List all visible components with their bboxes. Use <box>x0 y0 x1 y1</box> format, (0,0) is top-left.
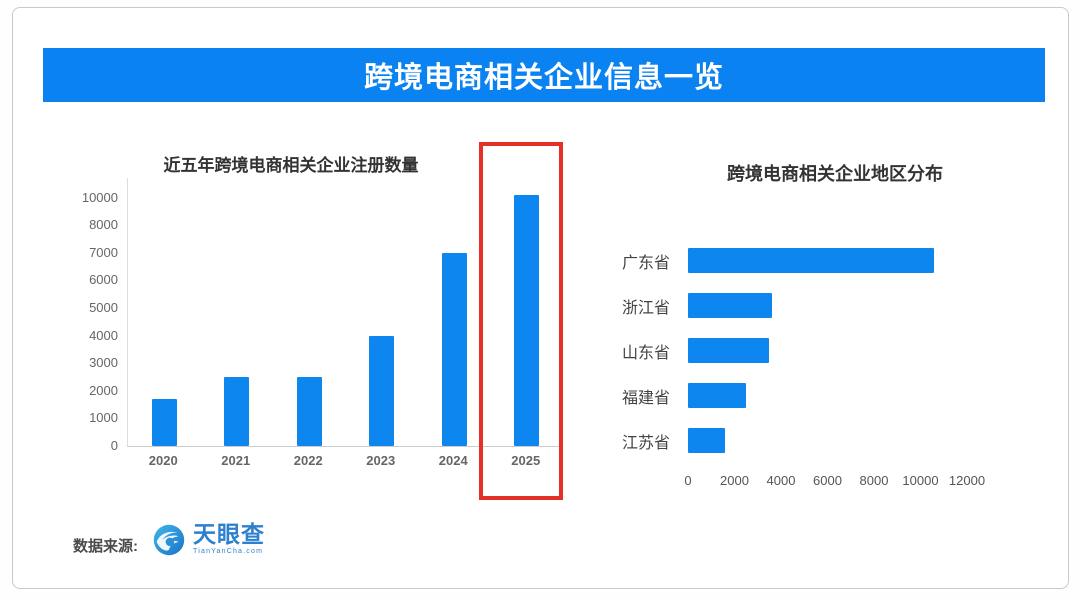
x-tick-label-2025: 2025 <box>511 453 541 468</box>
bar-slot-2023 <box>346 178 419 446</box>
region-label-山东省: 山东省 <box>622 344 671 362</box>
x-tick-label-2024: 2024 <box>438 453 468 468</box>
title-banner: 跨境电商相关企业信息一览 <box>43 48 1045 102</box>
data-source-label: 数据来源: <box>73 538 138 555</box>
region-label-广东省: 广东省 <box>622 254 671 272</box>
y-tick-label-4000: 4000 <box>89 327 118 343</box>
bar-slot-2022 <box>273 178 346 446</box>
right-chart-title: 跨境电商相关企业地区分布 <box>727 164 943 184</box>
y-tick-label-0: 0 <box>110 438 118 453</box>
right-chart-x-axis: 0 2000 4000 6000 8000 10000 12000 <box>684 473 998 489</box>
x-tick-label-4000: 4000 <box>766 473 796 488</box>
bar-2025 <box>514 195 540 446</box>
region-bar-广东省 <box>688 248 934 273</box>
bar-2021 <box>224 377 250 446</box>
x-tick-label-6000: 6000 <box>813 473 842 488</box>
bar-slot-2025 <box>491 178 564 446</box>
bar-slot-2020 <box>128 178 201 446</box>
region-bar-福建省 <box>688 383 746 408</box>
logo-subtext: TianYanCha.com <box>193 548 264 555</box>
bar-2020 <box>151 399 177 446</box>
y-tick-label-7000: 7000 <box>89 244 118 260</box>
x-tick-label-0: 0 <box>684 473 692 488</box>
logo-name: 天眼查 <box>193 521 265 547</box>
region-row-福建省: 福建省 <box>622 373 1042 418</box>
left-chart-y-axis: 0 1000 2000 3000 4000 5000 6000 7000 8000 10000 <box>60 178 118 453</box>
region-bar-山东省 <box>688 338 769 363</box>
x-tick-label-8000: 8000 <box>859 473 889 488</box>
y-tick-label-1000: 1000 <box>89 410 118 426</box>
region-row-山东省: 山东省 <box>622 328 1042 373</box>
x-tick-label-2021: 2021 <box>221 453 251 468</box>
tianyancha-logo: 天眼查 TianYanCha.com <box>150 521 265 559</box>
logo-text-block: 天眼查 TianYanCha.com <box>193 521 265 555</box>
region-label-江苏省: 江苏省 <box>622 434 671 452</box>
y-tick-label-10000: 10000 <box>81 189 118 205</box>
bar-2023 <box>369 336 395 446</box>
region-bar-浙江省 <box>688 293 772 318</box>
page-frame <box>12 7 1069 589</box>
bar-slot-2021 <box>201 178 274 446</box>
region-row-广东省: 广东省 <box>622 238 1042 283</box>
y-tick-label-2000: 2000 <box>89 382 118 398</box>
registrations-plot <box>127 178 563 447</box>
region-rows: 广东省浙江省山东省福建省江苏省 <box>622 238 1042 463</box>
bar-2024 <box>441 253 467 446</box>
y-tick-label-5000: 5000 <box>89 300 118 315</box>
x-tick-label-2023: 2023 <box>366 453 396 468</box>
region-label-浙江省: 浙江省 <box>622 299 671 317</box>
x-tick-label-10000: 10000 <box>902 473 939 488</box>
x-tick-label-2022: 2022 <box>293 453 323 468</box>
y-tick-label-8000: 8000 <box>89 217 118 233</box>
x-tick-label-2020: 2020 <box>148 453 178 468</box>
region-row-江苏省: 江苏省 <box>622 418 1042 463</box>
tianyancha-logo-icon <box>153 524 185 556</box>
region-label-福建省: 福建省 <box>622 389 671 407</box>
bar-2022 <box>296 377 322 446</box>
left-chart-title: 近五年跨境电商相关企业注册数量 <box>163 156 419 175</box>
y-tick-label-3000: 3000 <box>89 355 118 371</box>
left-chart-x-axis: 2020 2021 2022 2023 2024 2025 <box>127 453 562 468</box>
region-bar-江苏省 <box>688 428 725 453</box>
page-title: 跨境电商相关企业信息一览 <box>363 62 724 94</box>
x-tick-label-12000: 12000 <box>948 473 986 488</box>
bar-slot-2024 <box>418 178 491 446</box>
region-row-浙江省: 浙江省 <box>622 283 1042 328</box>
highlight-box-2025 <box>479 142 563 500</box>
x-tick-label-2000: 2000 <box>720 473 749 488</box>
y-tick-label-6000: 6000 <box>89 272 118 288</box>
